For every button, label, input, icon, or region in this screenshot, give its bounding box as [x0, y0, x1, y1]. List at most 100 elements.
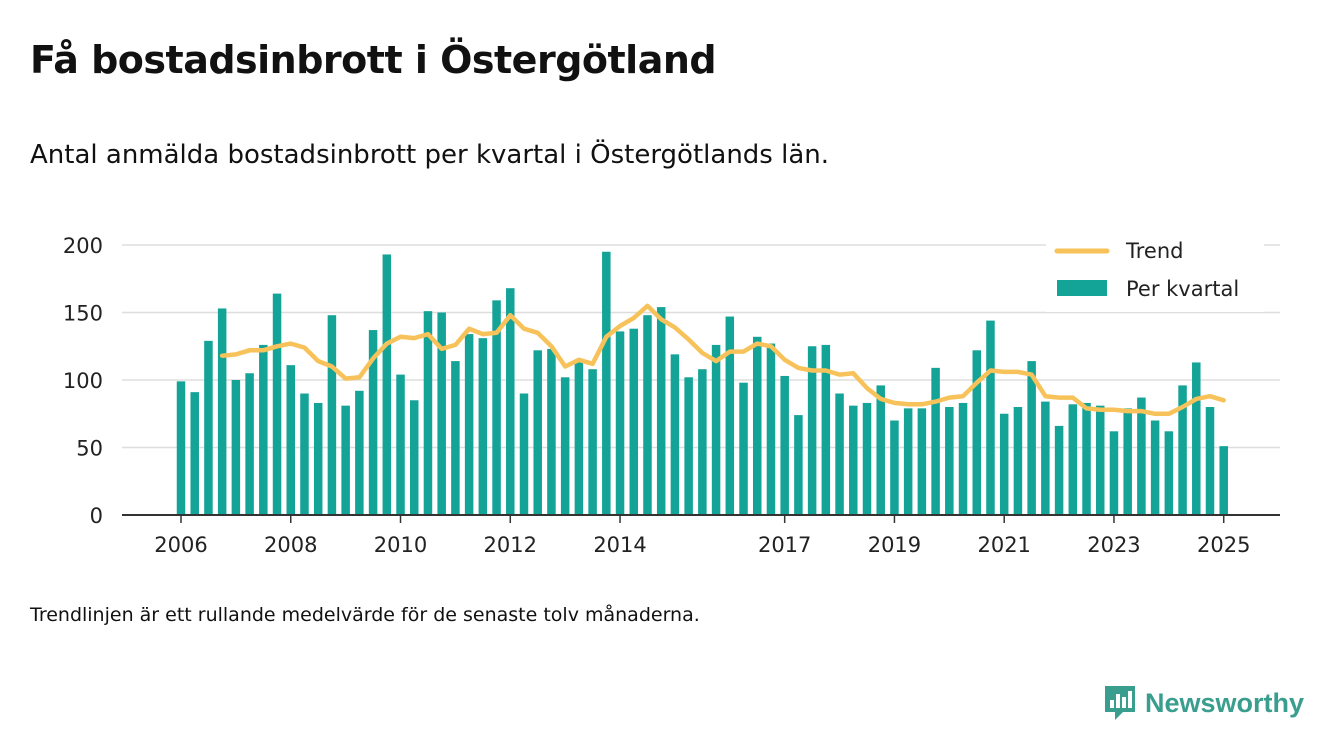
line-series-trend [219, 303, 1226, 417]
x-tick-label: 2019 [868, 533, 921, 557]
bar [574, 362, 584, 515]
bar [1178, 385, 1187, 515]
bar [355, 390, 364, 515]
bar [890, 420, 899, 515]
x-tick-label: 2006 [154, 533, 207, 557]
y-tick-label: 150 [63, 302, 103, 326]
bar [615, 331, 625, 515]
bar [1164, 431, 1174, 515]
trend-line [219, 303, 1226, 417]
bar [849, 405, 858, 515]
bar [1137, 397, 1146, 515]
bar [1095, 405, 1105, 515]
bar [272, 293, 282, 515]
y-tick-label: 50 [76, 437, 103, 461]
legend: Trend Per kvartal [1046, 232, 1264, 312]
y-tick-label: 200 [63, 234, 103, 258]
bar [588, 369, 597, 515]
bar [176, 381, 186, 515]
bar [492, 300, 501, 515]
bar [821, 344, 831, 515]
bar [656, 307, 666, 515]
bar [1205, 407, 1215, 515]
bar [190, 392, 199, 515]
newsworthy-logo-icon [1105, 686, 1135, 720]
bar [506, 288, 515, 515]
x-tick-label: 2012 [484, 533, 537, 557]
bar [1068, 404, 1078, 515]
bar [519, 393, 529, 515]
bar [752, 336, 762, 515]
bar [1192, 362, 1201, 515]
y-axis-ticks: 0 50 100 150 200 [63, 234, 103, 528]
bar [711, 344, 721, 515]
bar [533, 350, 542, 515]
brand-logo[interactable]: Newsworthy [1103, 684, 1304, 722]
bar [204, 340, 213, 515]
chart-subtitle: Antal anmälda bostadsinbrott per kvartal… [30, 140, 830, 170]
bar [259, 344, 268, 515]
bar [464, 334, 474, 515]
bar [300, 393, 309, 515]
legend-bar-label: Per kvartal [1126, 277, 1239, 301]
bar [876, 385, 885, 515]
bar [368, 330, 378, 515]
bar [327, 315, 337, 515]
bar [423, 311, 433, 515]
legend-bar-swatch [1057, 280, 1107, 296]
bar-series-per-kvartal [176, 251, 1228, 515]
bar [999, 413, 1009, 515]
x-tick-label: 2025 [1197, 533, 1250, 557]
chart-title: Få bostadsinbrott i Östergötland [30, 38, 717, 82]
bar [396, 374, 405, 515]
bar [698, 369, 707, 515]
bar [931, 367, 940, 515]
bar [725, 316, 735, 515]
bar [1109, 431, 1119, 515]
bar [629, 328, 639, 515]
bar [409, 400, 419, 515]
x-tick-label: 2017 [758, 533, 811, 557]
bar [1123, 408, 1132, 515]
bar [286, 365, 296, 515]
x-tick-label: 2010 [374, 533, 427, 557]
bar [382, 254, 392, 515]
bar [341, 405, 350, 515]
bar [478, 338, 488, 515]
bar [245, 373, 254, 515]
bar [780, 375, 789, 515]
chart-area: 0 50 100 150 200 2006 2008 2010 2012 2014 2017 201… [63, 232, 1280, 557]
y-tick-label: 100 [63, 369, 103, 393]
bar [437, 312, 446, 515]
bar [560, 377, 570, 515]
bar [643, 315, 652, 515]
bar [1219, 446, 1228, 515]
x-tick-label: 2014 [593, 533, 646, 557]
bar [217, 308, 227, 515]
bar [807, 346, 817, 515]
x-tick-label: 2021 [977, 533, 1030, 557]
bar [945, 407, 954, 515]
bar [313, 402, 323, 515]
bar [766, 343, 776, 515]
bar [1082, 402, 1091, 515]
bar [794, 415, 803, 515]
bar [917, 408, 927, 515]
legend-background [1046, 232, 1264, 312]
bar [231, 380, 241, 515]
legend-trend-label: Trend [1125, 239, 1183, 263]
footnote: Trendlinjen är ett rullande medelvärde f… [30, 604, 700, 626]
bar [986, 320, 995, 515]
x-tick-label: 2008 [264, 533, 317, 557]
bar [835, 393, 844, 515]
bar [1041, 401, 1050, 515]
bar [547, 348, 556, 515]
bar [1027, 361, 1036, 515]
bar [972, 350, 982, 515]
bar [670, 354, 680, 515]
x-tick-label: 2023 [1087, 533, 1140, 557]
bar [684, 377, 693, 515]
brand-name: Newsworthy [1145, 687, 1305, 718]
x-axis-ticks: 2006 2008 2010 2012 2014 2017 2019 2021 2023 2025 [154, 515, 1250, 557]
bar [958, 402, 968, 515]
